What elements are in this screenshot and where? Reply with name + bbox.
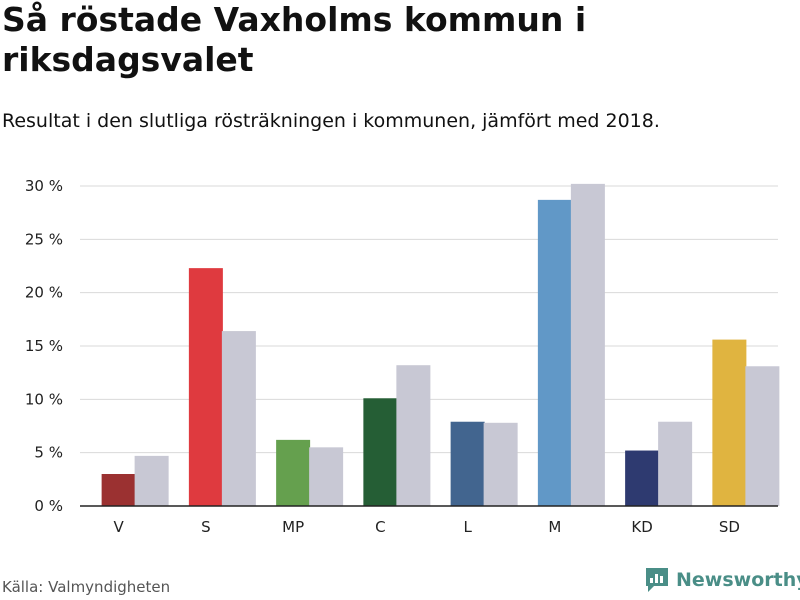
- y-tick-label: 10 %: [25, 390, 63, 408]
- x-tick-label: L: [463, 518, 472, 536]
- x-tick-label: S: [201, 518, 211, 536]
- bar-2022-c: [363, 398, 398, 506]
- bar-2018-c: [396, 365, 431, 506]
- y-tick-label: 5 %: [34, 444, 63, 462]
- x-tick-label: M: [548, 518, 561, 536]
- bar-2022-sd: [712, 339, 747, 506]
- source-note: Källa: Valmyndigheten: [2, 578, 171, 596]
- bar-2022-mp: [276, 439, 311, 506]
- newsworthy-logo: Newsworthy: [644, 566, 800, 594]
- y-tick-label: 30 %: [25, 177, 63, 195]
- bar-chart: 0 % 5 % 10 % 15 % 20 % 25 % 30 % V S MP C L M KD SD: [25, 177, 780, 536]
- x-tick-label: MP: [282, 518, 304, 536]
- y-tick-label: 20 %: [25, 284, 63, 302]
- bar-2022-l: [450, 421, 485, 506]
- bar-2018-m: [570, 183, 605, 506]
- bar-2018-v: [134, 455, 169, 506]
- y-tick-label: 25 %: [25, 230, 63, 248]
- newsworthy-logo-icon: [646, 568, 668, 592]
- bar-2018-s: [221, 331, 256, 506]
- x-tick-label: SD: [719, 518, 740, 536]
- bar-2022-m: [537, 199, 572, 506]
- bar-2018-mp: [309, 447, 344, 506]
- bar-2018-l: [483, 422, 518, 506]
- bar-2022-v: [101, 474, 136, 506]
- chart-title: Så röstade Vaxholms kommun i riksdagsval…: [2, 0, 587, 79]
- bar-2018-sd: [745, 366, 780, 506]
- chart-subtitle: Resultat i den slutliga rösträkningen i …: [2, 110, 660, 132]
- y-tick-label: 0 %: [34, 497, 63, 515]
- y-tick-label: 15 %: [25, 337, 63, 355]
- newsworthy-logo-text: Newsworthy: [676, 569, 800, 591]
- bar-2018-kd: [658, 421, 693, 506]
- bar-2022-kd: [625, 450, 660, 506]
- x-tick-label: C: [375, 518, 385, 536]
- bar-2022-s: [188, 268, 223, 506]
- x-tick-label: KD: [631, 518, 652, 536]
- x-tick-label: V: [113, 518, 124, 536]
